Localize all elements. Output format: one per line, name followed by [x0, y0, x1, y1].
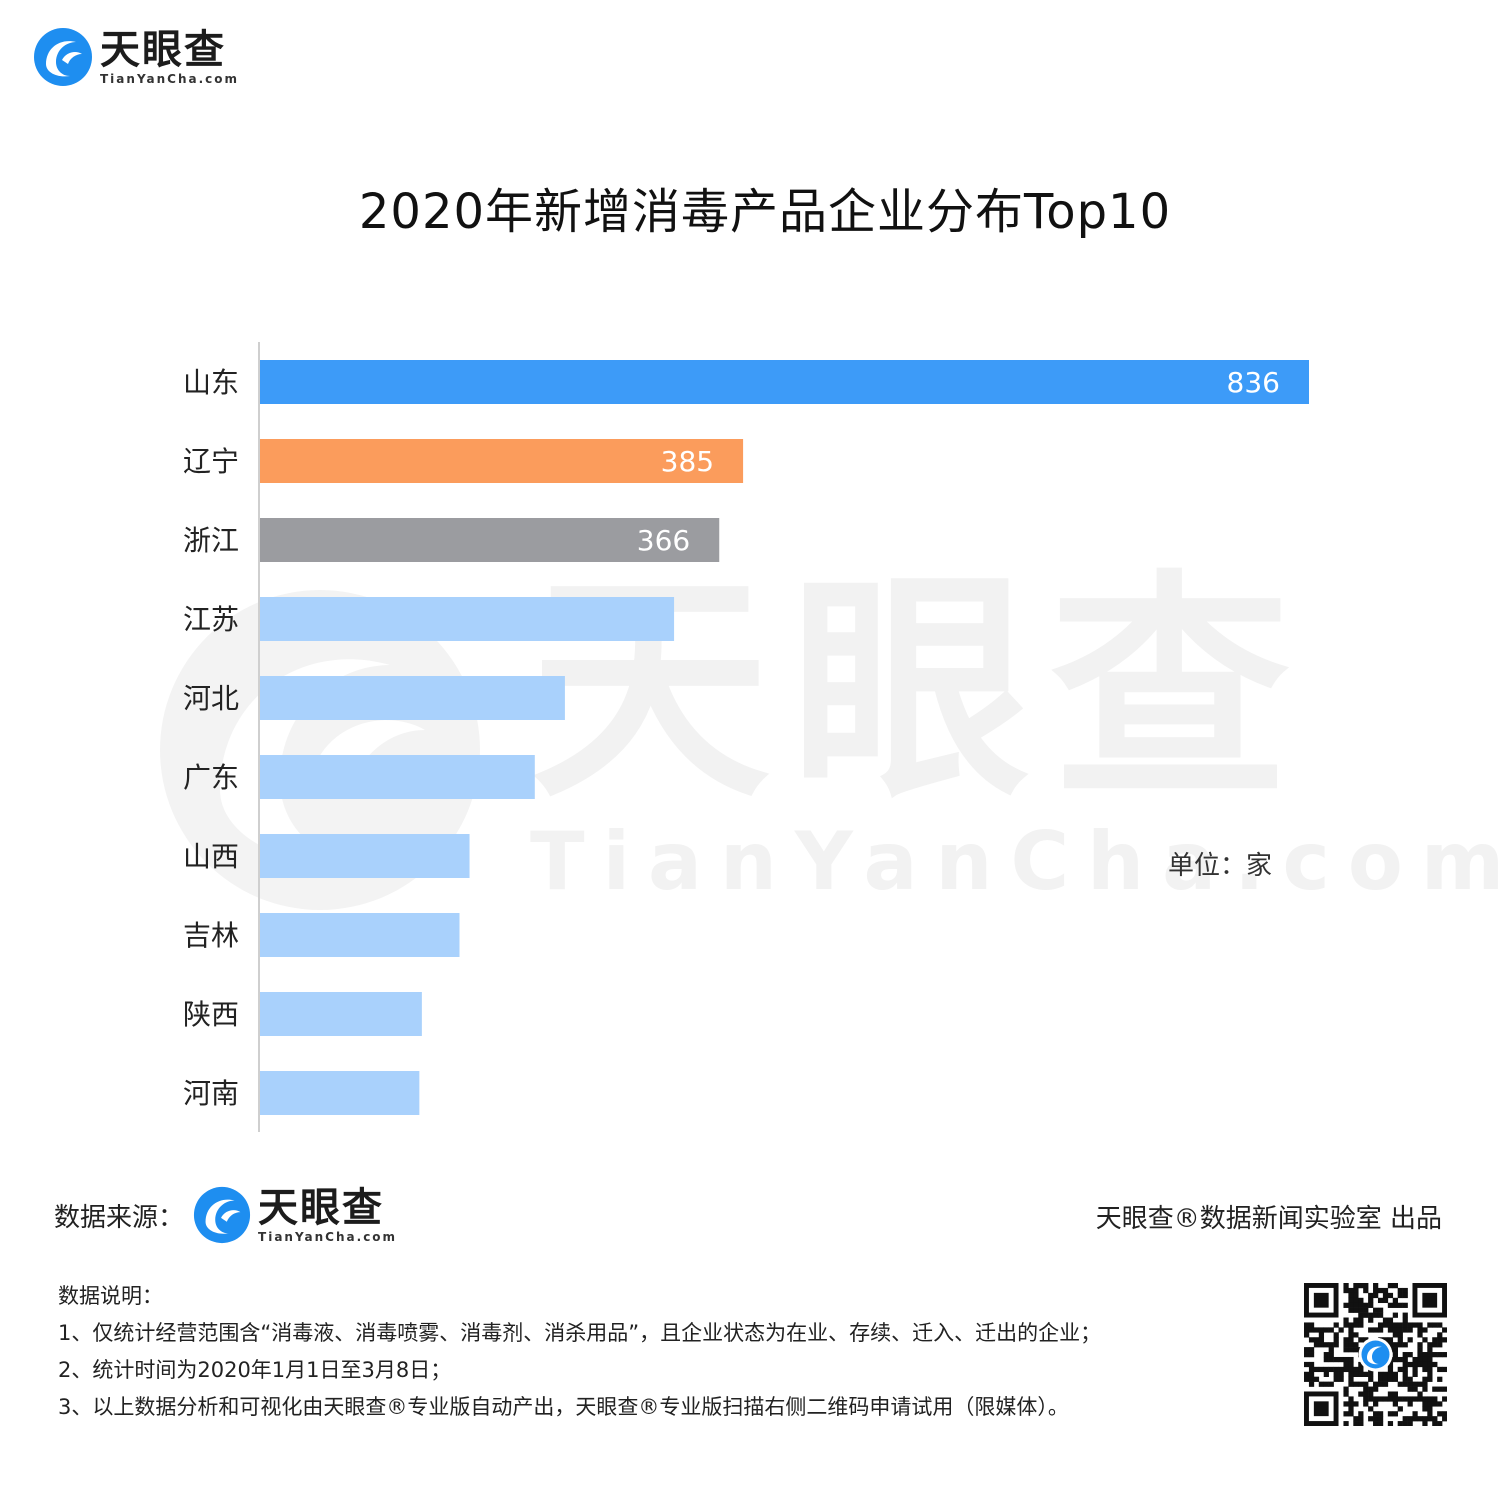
data-label: 385	[661, 445, 714, 478]
logo-name-en: TianYanCha.com	[100, 72, 240, 86]
category-label: 山西	[183, 840, 239, 873]
bar-陕西	[260, 992, 422, 1036]
category-label: 河北	[183, 682, 239, 715]
bar-山东	[260, 360, 1309, 404]
qr-code-icon[interactable]	[1304, 1283, 1447, 1426]
notes: 数据说明： 1、仅统计经营范围含“消毒液、消毒喷雾、消毒剂、消杀用品”，且企业状…	[58, 1278, 1101, 1426]
data-source: 数据来源： 天眼查 TianYanCha.com	[54, 1185, 397, 1245]
bar-辽宁	[260, 439, 744, 483]
category-label: 江苏	[183, 603, 239, 636]
source-label: 数据来源：	[54, 1202, 185, 1233]
tianyancha-logo-icon	[32, 26, 94, 88]
category-label: 陕西	[183, 998, 239, 1031]
category-label: 河南	[183, 1077, 239, 1110]
category-label: 吉林	[183, 919, 239, 952]
chart-title: 2020年新增消毒产品企业分布Top10	[358, 184, 1172, 240]
source-logo-icon	[192, 1185, 252, 1245]
bar-吉林	[260, 913, 460, 957]
credit-text: 天眼查®数据新闻实验室 出品	[1095, 1204, 1442, 1234]
notes-title: 数据说明：	[58, 1284, 163, 1308]
category-label: 浙江	[183, 524, 239, 557]
source-logo-name-cn: 天眼查	[258, 1185, 385, 1231]
category-label: 辽宁	[183, 445, 239, 478]
note-item: 3、以上数据分析和可视化由天眼查®专业版自动产出，天眼查®专业版扫描右侧二维码申…	[58, 1395, 1069, 1419]
note-item: 2、统计时间为2020年1月1日至3月8日；	[58, 1358, 452, 1382]
source-logo-name-en: TianYanCha.com	[258, 1230, 398, 1244]
header-logo: 天眼查 TianYanCha.com	[32, 26, 239, 88]
bar-河南	[260, 1071, 420, 1115]
unit-label: 单位：家	[1168, 851, 1273, 881]
bar-河北	[260, 676, 565, 720]
data-label: 836	[1227, 366, 1280, 399]
category-label: 广东	[183, 761, 239, 794]
bar-江苏	[260, 597, 675, 641]
data-label: 366	[637, 524, 690, 557]
bar-广东	[260, 755, 535, 799]
logo-name-cn: 天眼查	[100, 27, 226, 73]
bar-山西	[260, 834, 470, 878]
note-item: 1、仅统计经营范围含“消毒液、消毒喷雾、消毒剂、消杀用品”，且企业状态为在业、存…	[58, 1321, 1102, 1345]
category-label: 山东	[183, 366, 239, 399]
bar-浙江	[260, 518, 720, 562]
